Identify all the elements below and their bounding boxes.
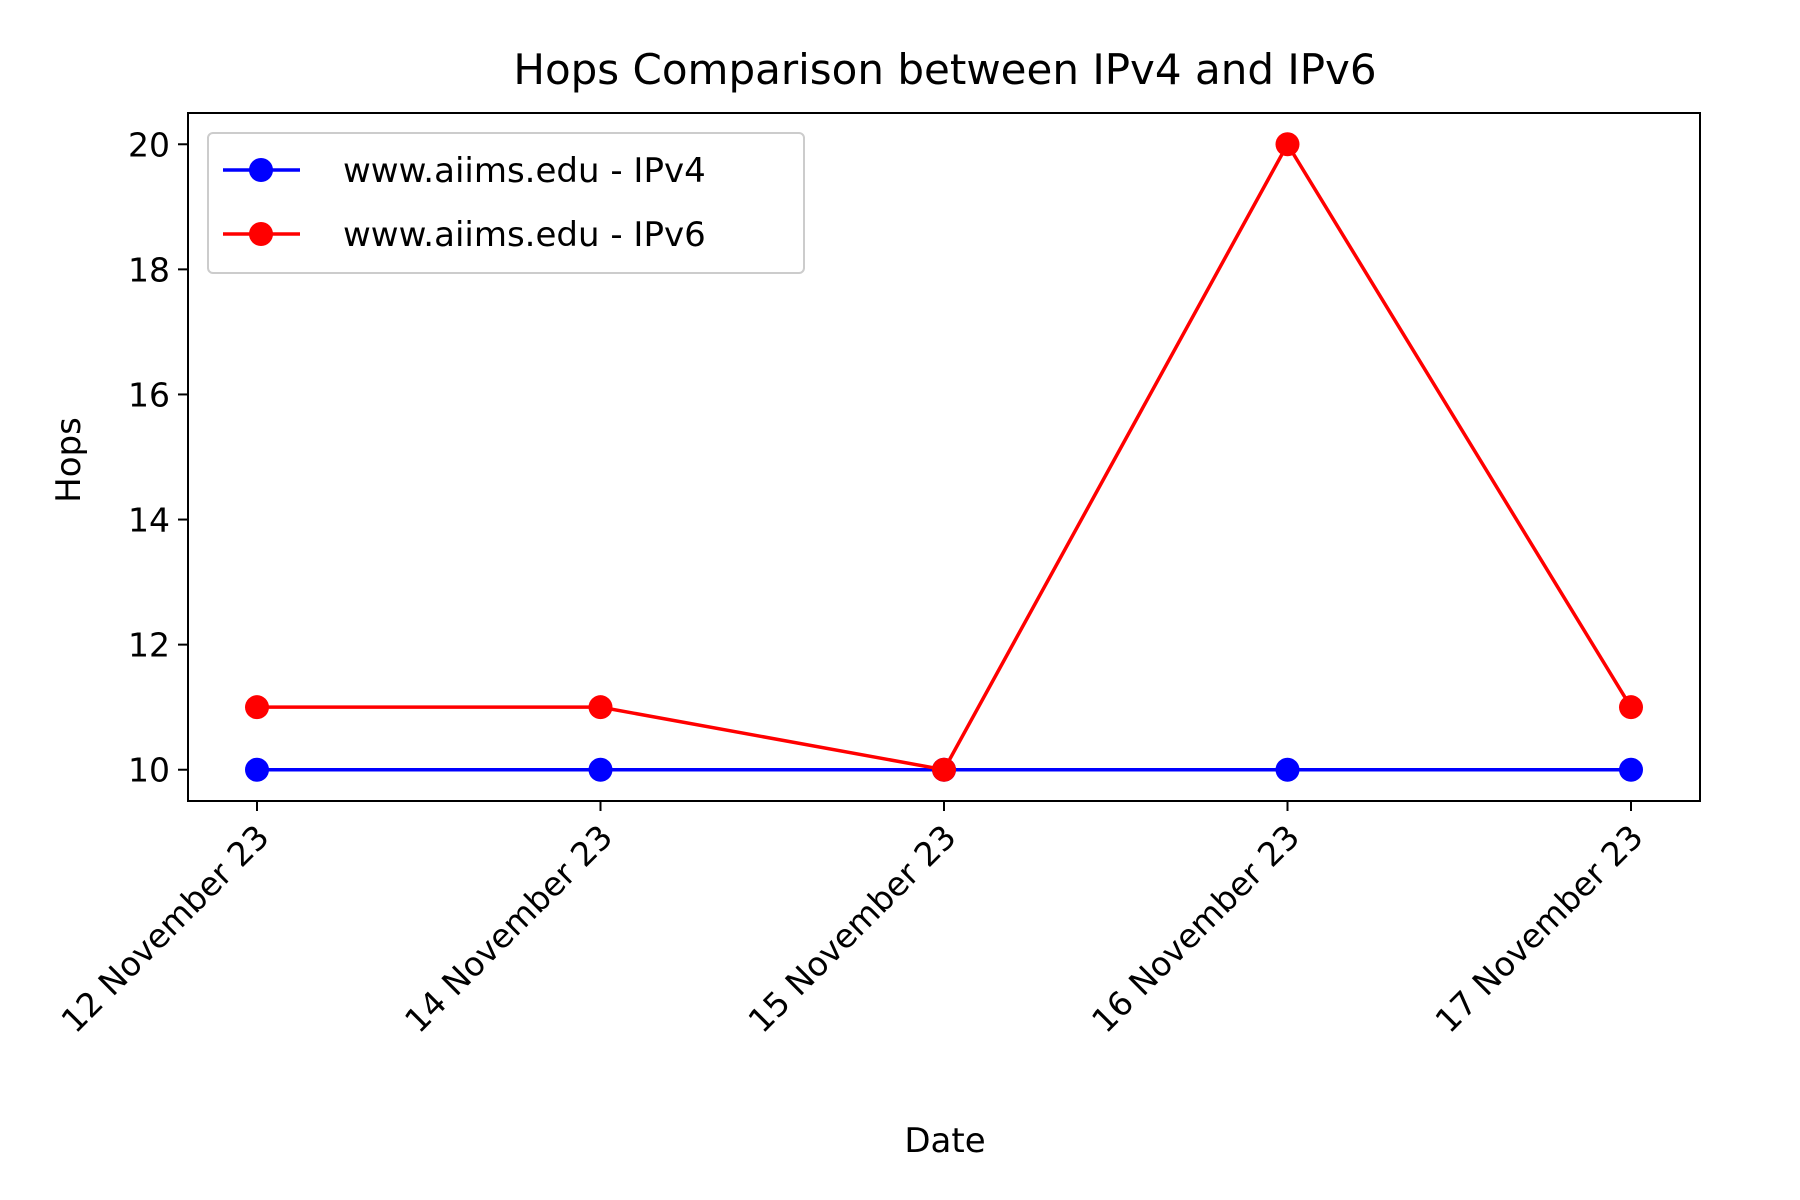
legend-box: [207, 132, 805, 274]
legend-label: www.aiims.edu - IPv6: [343, 215, 706, 255]
data-point: [1619, 757, 1643, 782]
y-tick-label: 18: [128, 250, 170, 289]
legend-item: www.aiims.edu - IPv4: [223, 151, 706, 191]
legend: www.aiims.edu - IPv4 www.aiims.edu - IPv6: [207, 132, 805, 274]
data-point: [245, 695, 269, 720]
legend-marker: [249, 222, 273, 246]
data-point: [932, 757, 956, 782]
data-point: [245, 757, 269, 782]
data-point: [1275, 757, 1300, 782]
y-tick-label: 20: [128, 125, 170, 164]
data-point: [1619, 695, 1643, 720]
series-2: [245, 132, 1643, 782]
chart-title: Hops Comparison between IPv4 and IPv6: [513, 45, 1376, 94]
y-tick-label: 14: [128, 501, 170, 540]
y-tick-label: 10: [128, 751, 170, 790]
y-tick-label: 16: [128, 375, 170, 414]
legend-marker: [249, 158, 273, 182]
legend-item: www.aiims.edu - IPv6: [223, 215, 706, 255]
legend-label: www.aiims.edu - IPv4: [343, 151, 706, 191]
data-point: [1275, 132, 1300, 157]
series-layer: [245, 132, 1643, 782]
data-point: [588, 757, 613, 782]
x-axis-label: Date: [904, 1121, 985, 1161]
y-tick-label: 12: [128, 626, 170, 665]
y-axis-label: Hops: [49, 417, 89, 503]
data-point: [588, 695, 613, 720]
